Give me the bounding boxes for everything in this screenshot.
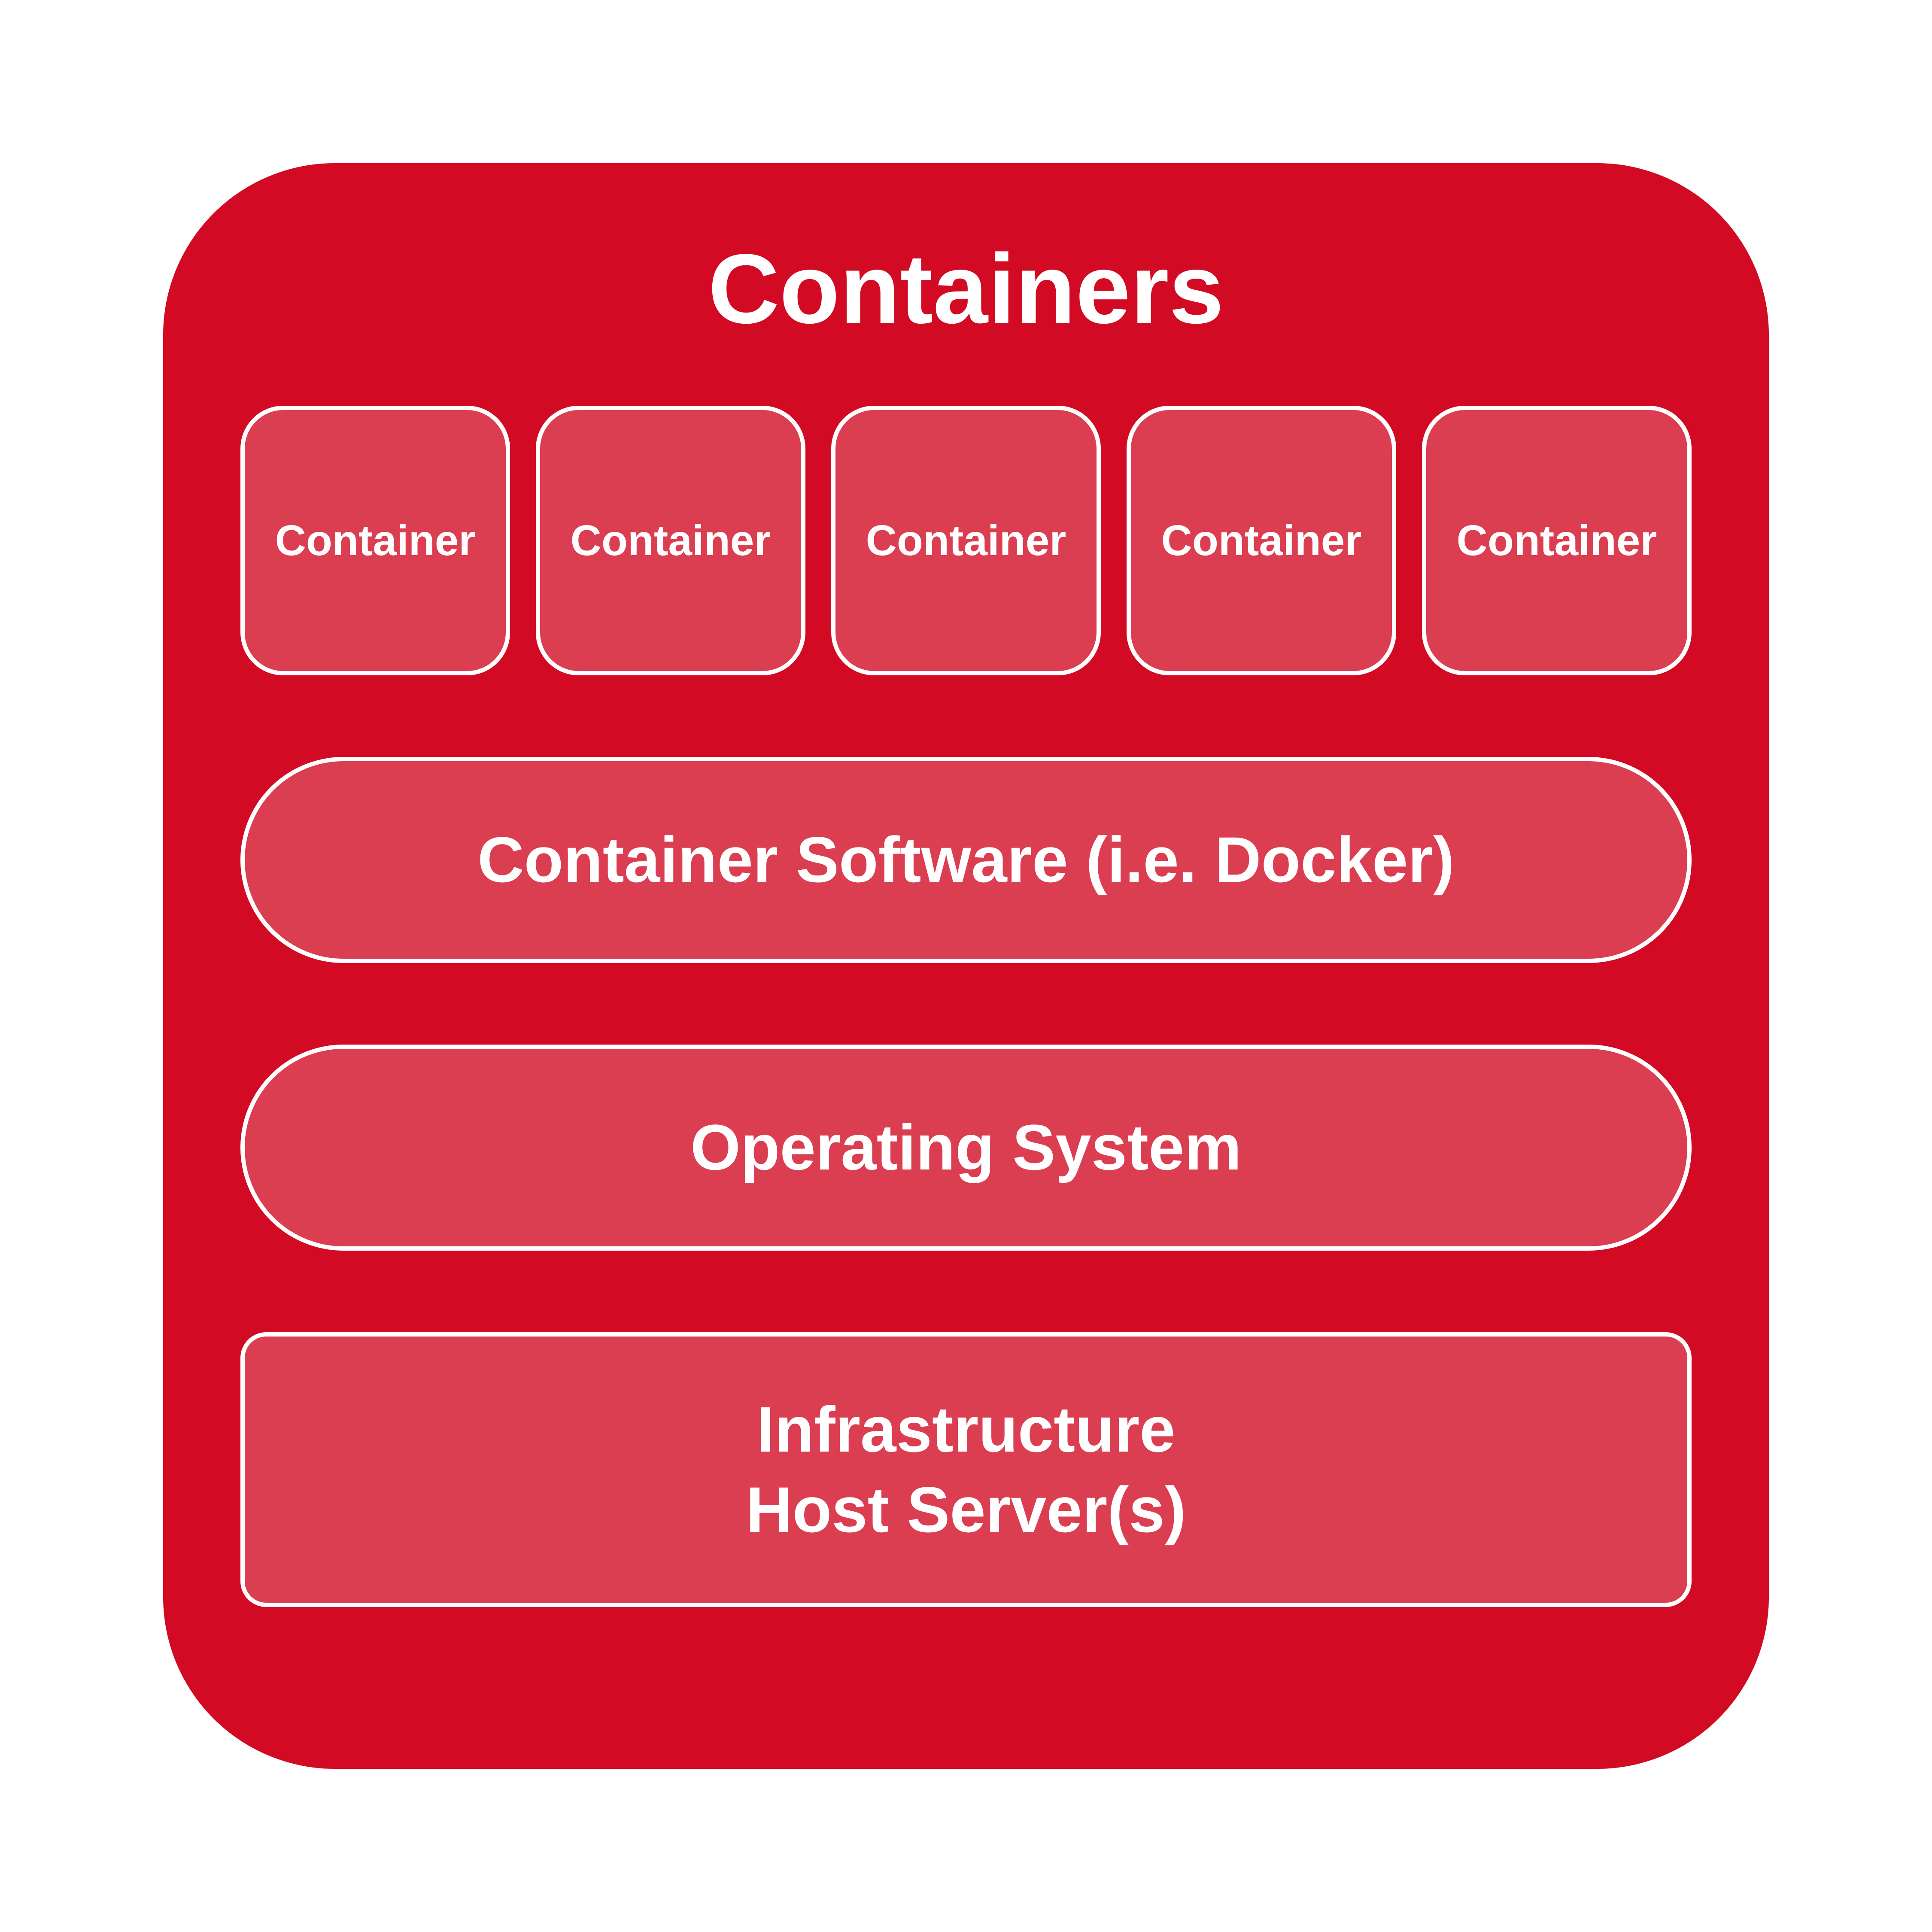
diagram-title: Containers (240, 232, 1692, 346)
diagram-card: Containers Container Container Container… (163, 163, 1769, 1769)
container-label: Container (275, 516, 476, 565)
container-label: Container (1457, 516, 1657, 565)
containers-row: Container Container Container Container … (240, 406, 1692, 675)
container-label: Container (1161, 516, 1362, 565)
container-box: Container (240, 406, 510, 675)
container-box: Container (1422, 406, 1692, 675)
layer-label: Container Software (i.e. Docker) (477, 820, 1455, 900)
layer-label: Infrastructure Host Server(s) (746, 1389, 1186, 1550)
container-label: Container (571, 516, 771, 565)
container-box: Container (831, 406, 1101, 675)
layer-operating-system: Operating System (240, 1045, 1692, 1251)
layer-infrastructure: Infrastructure Host Server(s) (240, 1332, 1692, 1607)
container-label: Container (866, 516, 1066, 565)
container-box: Container (1127, 406, 1396, 675)
layer-label: Operating System (690, 1107, 1242, 1188)
layer-container-software: Container Software (i.e. Docker) (240, 757, 1692, 963)
container-box: Container (536, 406, 805, 675)
